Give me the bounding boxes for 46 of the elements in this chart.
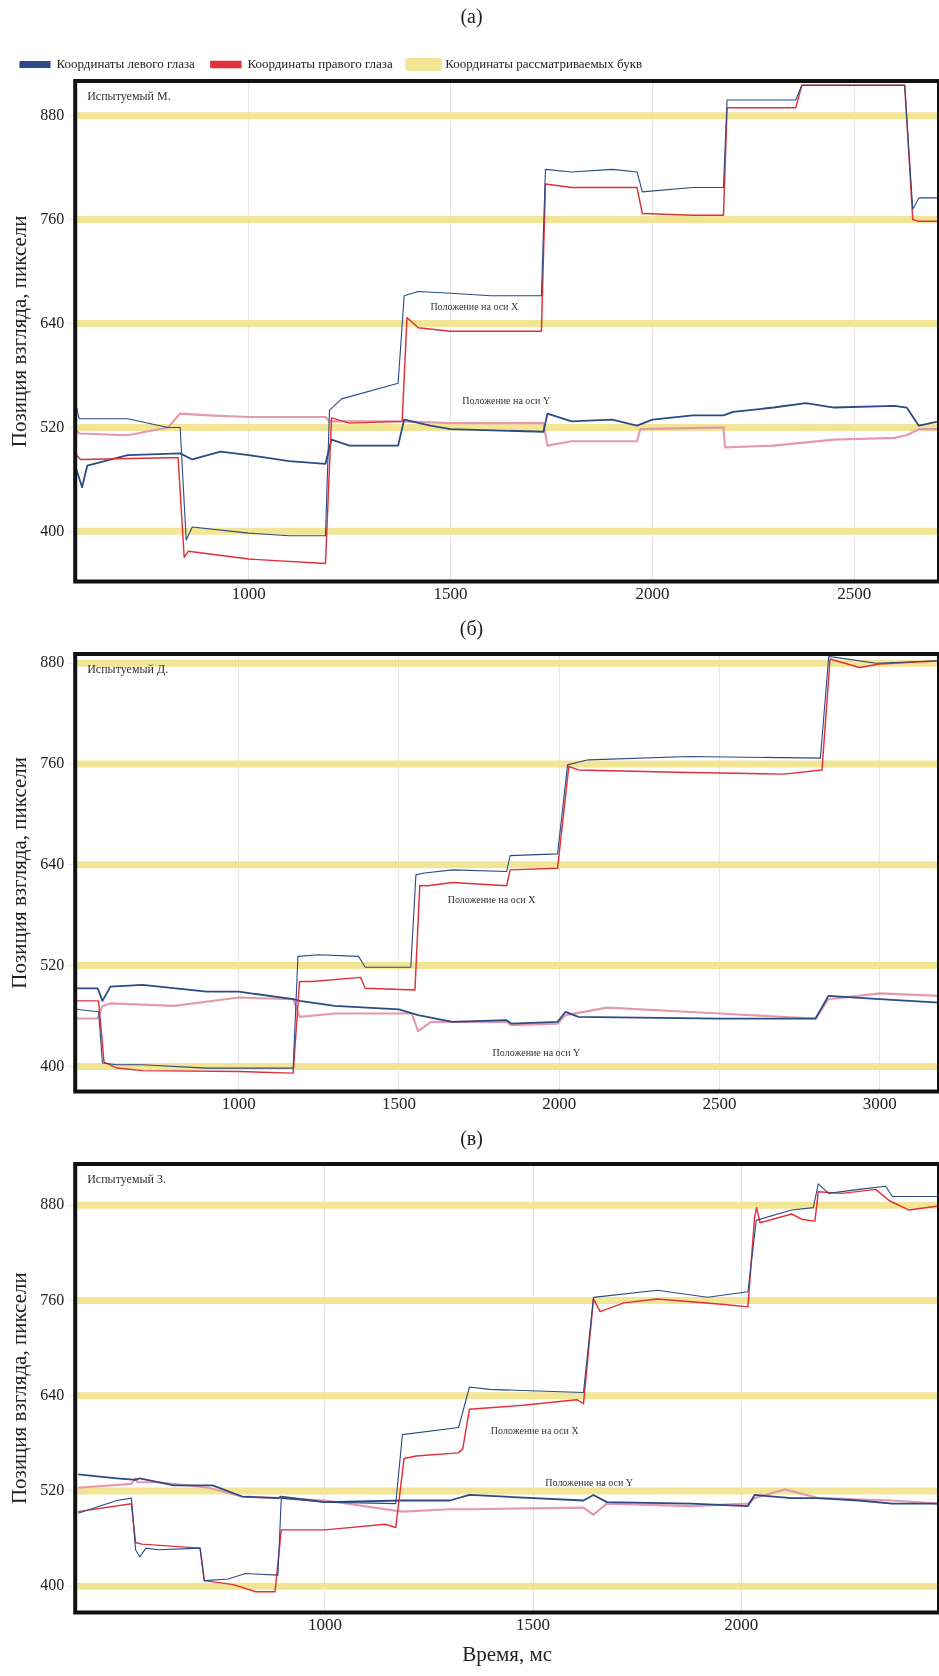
y-axis-title: Позиция взгляда, пиксели (7, 1272, 32, 1505)
x-tick-label: 2500 (702, 1094, 737, 1114)
x-tick-label: 2500 (837, 584, 872, 604)
annotation: Испытуемый Д. (87, 662, 169, 677)
x-tick-label: 1000 (307, 1615, 342, 1635)
y-tick-label: 880 (40, 105, 65, 123)
x-tick-label: 2000 (635, 584, 670, 604)
x-tick-label: 1500 (433, 584, 468, 604)
y-tick-label: 520 (40, 1481, 65, 1499)
y-tick-label: 760 (40, 754, 65, 772)
chart-title: (а) (460, 5, 483, 29)
chart-title: (б) (459, 617, 484, 641)
y-tick-label: 400 (40, 521, 65, 539)
annotation: Положение на оси X (430, 301, 519, 313)
y-tick-label: 760 (40, 209, 65, 227)
y-tick-label: 520 (40, 417, 65, 435)
y-axis-title: Позиция взгляда, пиксели (7, 756, 32, 989)
legend-label: Координаты левого глаза (56, 55, 196, 71)
x-tick-label: 1500 (381, 1094, 416, 1114)
x-tick-label: 1000 (231, 584, 266, 604)
annotation: Положение на оси X (490, 1424, 580, 1436)
annotation: Положение на оси Y (545, 1476, 634, 1488)
y-tick-label: 640 (40, 1385, 65, 1403)
legend-label: Координаты правого глаза (247, 55, 393, 71)
x-tick-label: 2000 (542, 1094, 577, 1114)
x-tick-label: 3000 (862, 1094, 897, 1114)
y-axis-title: Позиция взгляда, пиксели (7, 215, 32, 448)
annotation: Положение на оси Y (492, 1046, 581, 1058)
annotation: Испытуемый З. (87, 1172, 167, 1187)
x-tick-label: 2000 (724, 1615, 759, 1635)
annotation: Положение на оси Y (462, 395, 551, 407)
x-tick-label: 1000 (221, 1094, 256, 1114)
y-tick-label: 400 (40, 1056, 65, 1074)
y-tick-label: 520 (40, 955, 65, 973)
x-tick-label: 1500 (516, 1615, 551, 1635)
y-tick-label: 640 (40, 313, 65, 331)
annotation: Испытуемый М. (87, 89, 171, 104)
x-axis-title: Время, мс (462, 1641, 553, 1666)
y-tick-label: 880 (40, 1195, 65, 1213)
legend-label: Координаты рассматриваемых букв (445, 55, 643, 71)
annotation: Положение на оси X (447, 893, 537, 905)
y-tick-label: 880 (40, 653, 65, 671)
y-tick-label: 400 (40, 1576, 65, 1594)
y-tick-label: 760 (40, 1290, 65, 1308)
chart-title: (в) (460, 1127, 483, 1151)
y-tick-label: 640 (40, 855, 65, 873)
